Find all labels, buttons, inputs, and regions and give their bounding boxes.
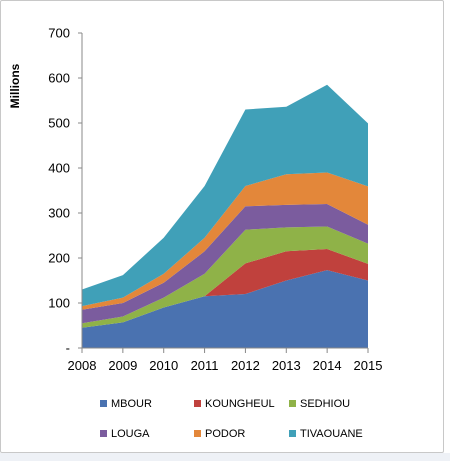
axes bbox=[81, 33, 368, 349]
legend-swatch bbox=[194, 400, 201, 407]
legend-swatch bbox=[100, 430, 107, 437]
y-tick-label: 200 bbox=[48, 251, 70, 266]
x-tick-label: 2009 bbox=[108, 358, 137, 373]
legend-item-louga: LOUGA bbox=[100, 428, 150, 440]
legend-swatch bbox=[289, 430, 296, 437]
legend-swatch bbox=[194, 430, 201, 437]
y-tick-label: 700 bbox=[48, 26, 70, 41]
legend-label: SEDHIOU bbox=[300, 398, 350, 410]
x-tick-label: 2013 bbox=[272, 358, 301, 373]
x-axis-ticks: 2008 2009 2010 2011 2012 2013 2014 2015 bbox=[68, 348, 383, 373]
y-tick-label: 500 bbox=[48, 116, 70, 131]
area-podor bbox=[82, 172, 368, 310]
y-tick-label: 400 bbox=[48, 161, 70, 176]
window-bottom-strip bbox=[0, 453, 450, 461]
legend-swatch bbox=[100, 400, 107, 407]
area-layers bbox=[82, 84, 368, 348]
legend-item-tivaouane: TIVAOUANE bbox=[289, 428, 363, 440]
y-tick-label: 300 bbox=[48, 206, 70, 221]
legend-label: MBOUR bbox=[111, 398, 152, 410]
x-tick-label: 2010 bbox=[149, 358, 178, 373]
legend: MBOUR KOUNGHEUL SEDHIOU LOUGA PODOR TIVAOUANE bbox=[100, 398, 363, 440]
legend-label: LOUGA bbox=[111, 428, 150, 440]
area-tivaouane bbox=[82, 84, 368, 307]
x-tick-label: 2012 bbox=[231, 358, 260, 373]
legend-item-sedhiou: SEDHIOU bbox=[289, 398, 350, 410]
legend-swatch bbox=[289, 400, 296, 407]
area-koungheul bbox=[82, 249, 368, 328]
y-tick-label: - bbox=[66, 341, 70, 356]
legend-label: PODOR bbox=[205, 428, 245, 440]
x-tick-label: 2011 bbox=[191, 358, 219, 373]
legend-item-koungheul: KOUNGHEUL bbox=[194, 398, 275, 410]
area-mbour bbox=[82, 270, 368, 348]
legend-item-mbour: MBOUR bbox=[100, 398, 152, 410]
area-louga bbox=[82, 204, 368, 324]
x-tick-label: 2015 bbox=[354, 358, 383, 373]
y-tick-label: 600 bbox=[48, 71, 70, 86]
x-tick-label: 2008 bbox=[68, 358, 97, 373]
legend-label: TIVAOUANE bbox=[300, 428, 363, 440]
y-axis-label: Millions bbox=[8, 63, 22, 108]
legend-label: KOUNGHEUL bbox=[205, 398, 275, 410]
legend-item-podor: PODOR bbox=[194, 428, 245, 440]
y-axis-ticks: - 100 200 300 400 500 600 700 bbox=[48, 26, 82, 356]
y-tick-label: 100 bbox=[48, 296, 70, 311]
x-tick-label: 2014 bbox=[313, 358, 342, 373]
area-sedhiou bbox=[82, 226, 368, 328]
